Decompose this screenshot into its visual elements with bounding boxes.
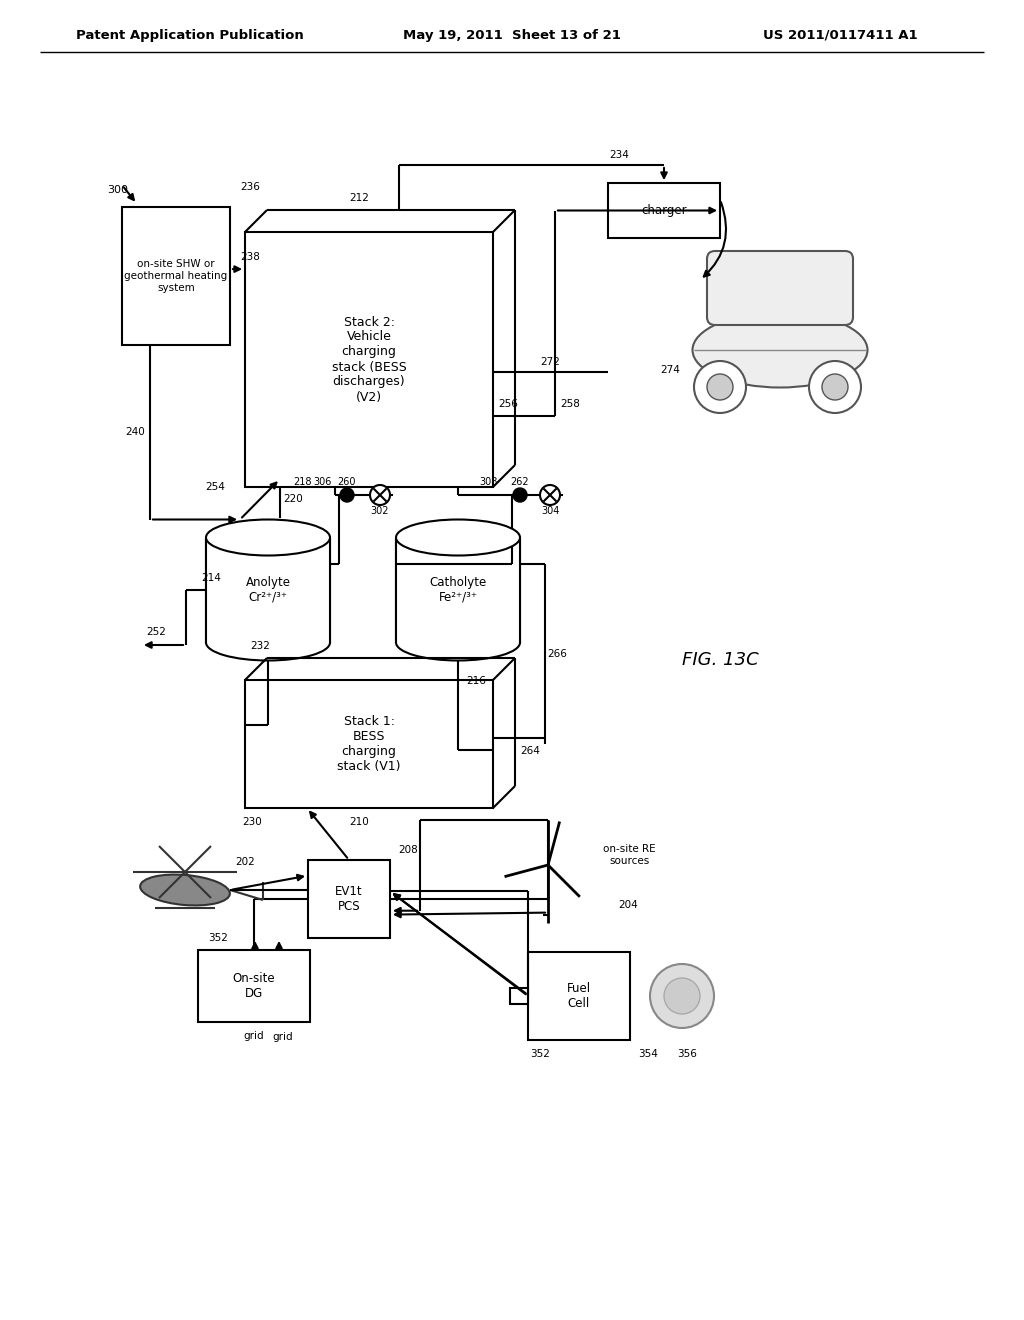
Circle shape (664, 978, 700, 1014)
Text: EV1t
PCS: EV1t PCS (335, 884, 362, 913)
Text: 230: 230 (242, 817, 262, 828)
Circle shape (513, 488, 527, 502)
Text: 218: 218 (293, 477, 311, 487)
Bar (396, 537, 520, 643)
Bar (510, 987, 528, 1005)
Circle shape (650, 964, 714, 1028)
Text: Catholyte
Fe²⁺/³⁺: Catholyte Fe²⁺/³⁺ (429, 576, 486, 605)
Text: 238: 238 (240, 252, 260, 263)
Text: US 2011/0117411 A1: US 2011/0117411 A1 (763, 29, 918, 41)
Ellipse shape (396, 624, 520, 660)
Text: 258: 258 (560, 399, 580, 409)
Text: 202: 202 (236, 857, 255, 867)
Circle shape (540, 484, 560, 506)
Text: 212: 212 (349, 193, 369, 203)
Text: 262: 262 (511, 477, 529, 487)
Circle shape (370, 484, 390, 506)
Bar (122, 207, 230, 345)
Text: 266: 266 (547, 649, 567, 659)
Text: 352: 352 (530, 1049, 550, 1059)
Text: 214: 214 (201, 573, 221, 583)
Text: 260: 260 (338, 477, 356, 487)
FancyBboxPatch shape (707, 251, 853, 325)
Text: 210: 210 (349, 817, 369, 828)
Text: Stack 2:
Vehicle
charging
stack (BESS
discharges)
(V2): Stack 2: Vehicle charging stack (BESS di… (332, 315, 407, 404)
Text: 254: 254 (205, 483, 225, 492)
Text: 302: 302 (371, 506, 389, 516)
Text: Stack 1:
BESS
charging
stack (V1): Stack 1: BESS charging stack (V1) (337, 715, 400, 774)
Text: May 19, 2011  Sheet 13 of 21: May 19, 2011 Sheet 13 of 21 (403, 29, 621, 41)
Ellipse shape (206, 520, 330, 556)
Circle shape (809, 360, 861, 413)
Bar (608, 183, 720, 238)
Text: 220: 220 (283, 494, 303, 504)
Text: 240: 240 (125, 428, 144, 437)
Text: Fuel
Cell: Fuel Cell (567, 982, 591, 1010)
Text: 306: 306 (312, 477, 331, 487)
Text: Patent Application Publication: Patent Application Publication (76, 29, 304, 41)
Text: 232: 232 (250, 642, 270, 651)
Circle shape (694, 360, 746, 413)
Text: 216: 216 (466, 676, 485, 685)
Bar (245, 232, 493, 487)
Text: 354: 354 (638, 1049, 657, 1059)
Text: 252: 252 (146, 627, 166, 638)
Text: grid: grid (272, 1032, 293, 1041)
Text: on-site RE
sources: on-site RE sources (603, 845, 655, 866)
Text: 308: 308 (479, 477, 498, 487)
Text: 304: 304 (541, 506, 559, 516)
Text: charger: charger (641, 205, 687, 216)
Ellipse shape (396, 520, 520, 556)
Circle shape (340, 488, 354, 502)
Bar (206, 537, 330, 643)
Text: 234: 234 (609, 150, 629, 160)
Ellipse shape (692, 313, 867, 388)
Text: On-site
DG: On-site DG (232, 972, 275, 1001)
Bar (198, 950, 310, 1022)
Text: 272: 272 (541, 358, 560, 367)
Ellipse shape (206, 624, 330, 660)
Text: 256: 256 (498, 399, 518, 409)
Text: 204: 204 (618, 900, 638, 909)
Text: 208: 208 (398, 845, 418, 855)
Circle shape (707, 374, 733, 400)
Bar (308, 861, 390, 939)
Text: 236: 236 (240, 182, 260, 191)
Text: on-site SHW or
geothermal heating
system: on-site SHW or geothermal heating system (124, 260, 227, 293)
Circle shape (822, 374, 848, 400)
Text: 274: 274 (660, 366, 680, 375)
Text: 264: 264 (520, 746, 540, 755)
Text: FIG. 13C: FIG. 13C (682, 651, 759, 669)
Ellipse shape (140, 875, 229, 906)
Text: grid: grid (244, 1031, 264, 1041)
Text: Anolyte
Cr²⁺/³⁺: Anolyte Cr²⁺/³⁺ (246, 576, 291, 605)
Text: 300: 300 (108, 185, 128, 195)
Bar (528, 952, 630, 1040)
Bar (245, 680, 493, 808)
Text: 356: 356 (677, 1049, 697, 1059)
Text: 352: 352 (208, 933, 228, 942)
